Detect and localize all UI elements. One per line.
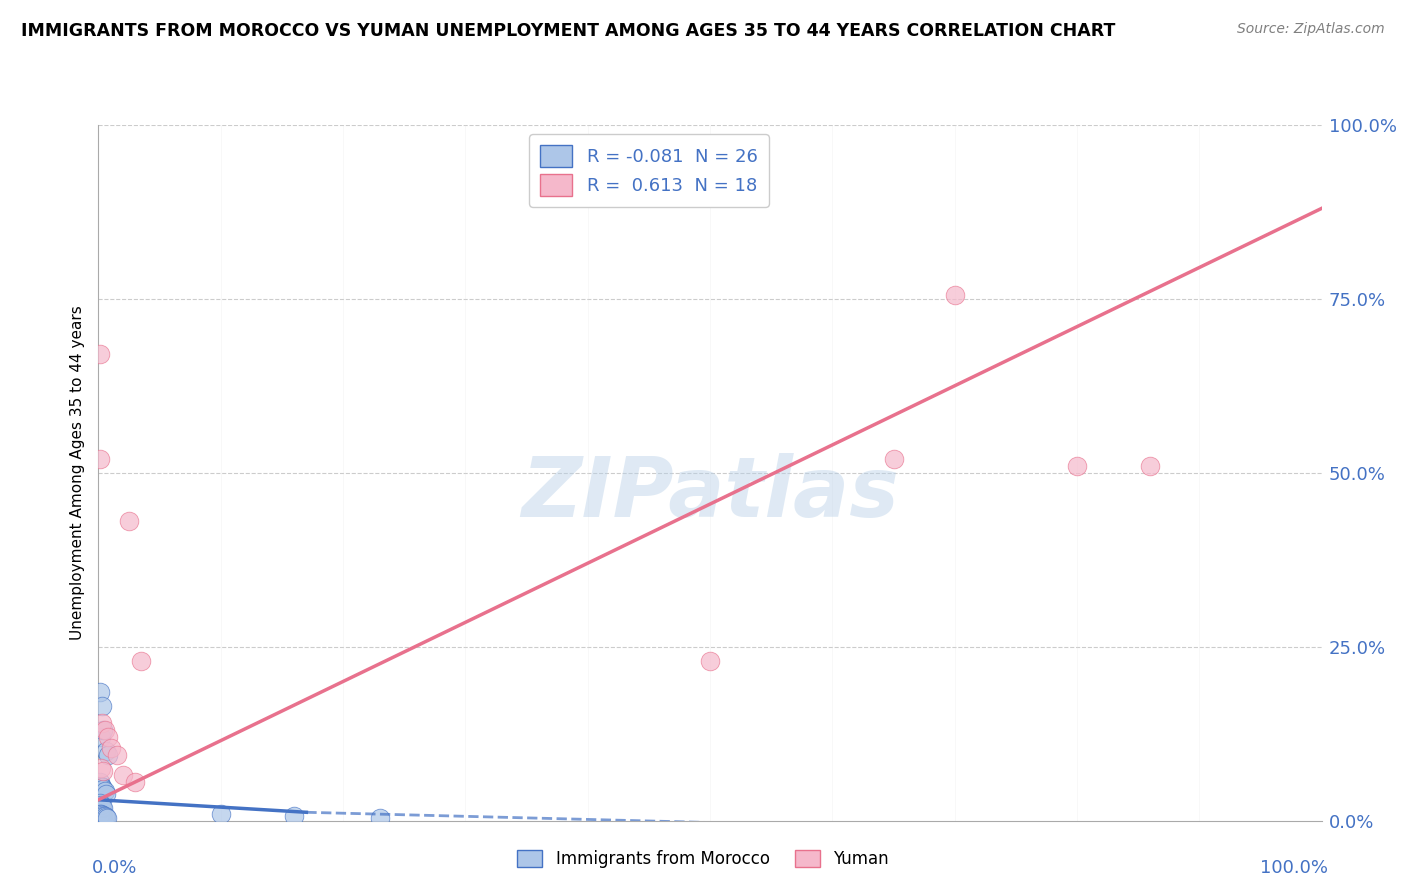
Point bbox=[93, 809, 115, 823]
Text: 100.0%: 100.0% bbox=[1260, 859, 1327, 877]
Text: 0.0%: 0.0% bbox=[93, 859, 138, 877]
Point bbox=[283, 809, 305, 823]
Point bbox=[91, 698, 114, 713]
Point bbox=[699, 654, 721, 668]
Point bbox=[93, 784, 115, 798]
Point bbox=[111, 768, 134, 782]
Text: IMMIGRANTS FROM MOROCCO VS YUMAN UNEMPLOYMENT AMONG AGES 35 TO 44 YEARS CORRELAT: IMMIGRANTS FROM MOROCCO VS YUMAN UNEMPLO… bbox=[21, 22, 1115, 40]
Point bbox=[93, 723, 115, 738]
Point bbox=[90, 730, 112, 744]
Point bbox=[129, 654, 152, 668]
Point bbox=[209, 806, 232, 821]
Point bbox=[94, 787, 117, 801]
Text: Source: ZipAtlas.com: Source: ZipAtlas.com bbox=[1237, 22, 1385, 37]
Text: ZIPatlas: ZIPatlas bbox=[522, 453, 898, 534]
Point bbox=[943, 288, 966, 302]
Legend: R = -0.081  N = 26, R =  0.613  N = 18: R = -0.081 N = 26, R = 0.613 N = 18 bbox=[529, 134, 769, 207]
Point bbox=[97, 747, 120, 762]
Point bbox=[91, 780, 114, 795]
Point bbox=[89, 685, 111, 699]
Point bbox=[91, 723, 114, 738]
Point bbox=[91, 809, 114, 823]
Point bbox=[91, 799, 114, 814]
Point bbox=[883, 451, 905, 466]
Point bbox=[118, 515, 141, 529]
Point bbox=[90, 779, 112, 793]
Point bbox=[90, 807, 112, 822]
Point bbox=[89, 347, 111, 361]
Point bbox=[368, 811, 391, 825]
Point bbox=[91, 782, 114, 797]
Point bbox=[94, 810, 117, 824]
Point bbox=[94, 744, 117, 758]
Point bbox=[89, 451, 111, 466]
Point bbox=[89, 806, 111, 821]
Point bbox=[89, 796, 111, 810]
Point bbox=[91, 716, 114, 731]
Point bbox=[105, 747, 128, 762]
Point bbox=[1066, 458, 1088, 473]
Y-axis label: Unemployment Among Ages 35 to 44 years: Unemployment Among Ages 35 to 44 years bbox=[69, 305, 84, 640]
Point bbox=[100, 740, 122, 755]
Point bbox=[90, 761, 112, 775]
Point bbox=[89, 775, 111, 789]
Point bbox=[96, 811, 118, 825]
Point bbox=[1139, 458, 1161, 473]
Point bbox=[91, 808, 114, 822]
Legend: Immigrants from Morocco, Yuman: Immigrants from Morocco, Yuman bbox=[510, 843, 896, 875]
Point bbox=[124, 775, 146, 789]
Point bbox=[90, 798, 112, 813]
Point bbox=[97, 730, 120, 744]
Point bbox=[91, 764, 114, 778]
Point bbox=[91, 801, 114, 815]
